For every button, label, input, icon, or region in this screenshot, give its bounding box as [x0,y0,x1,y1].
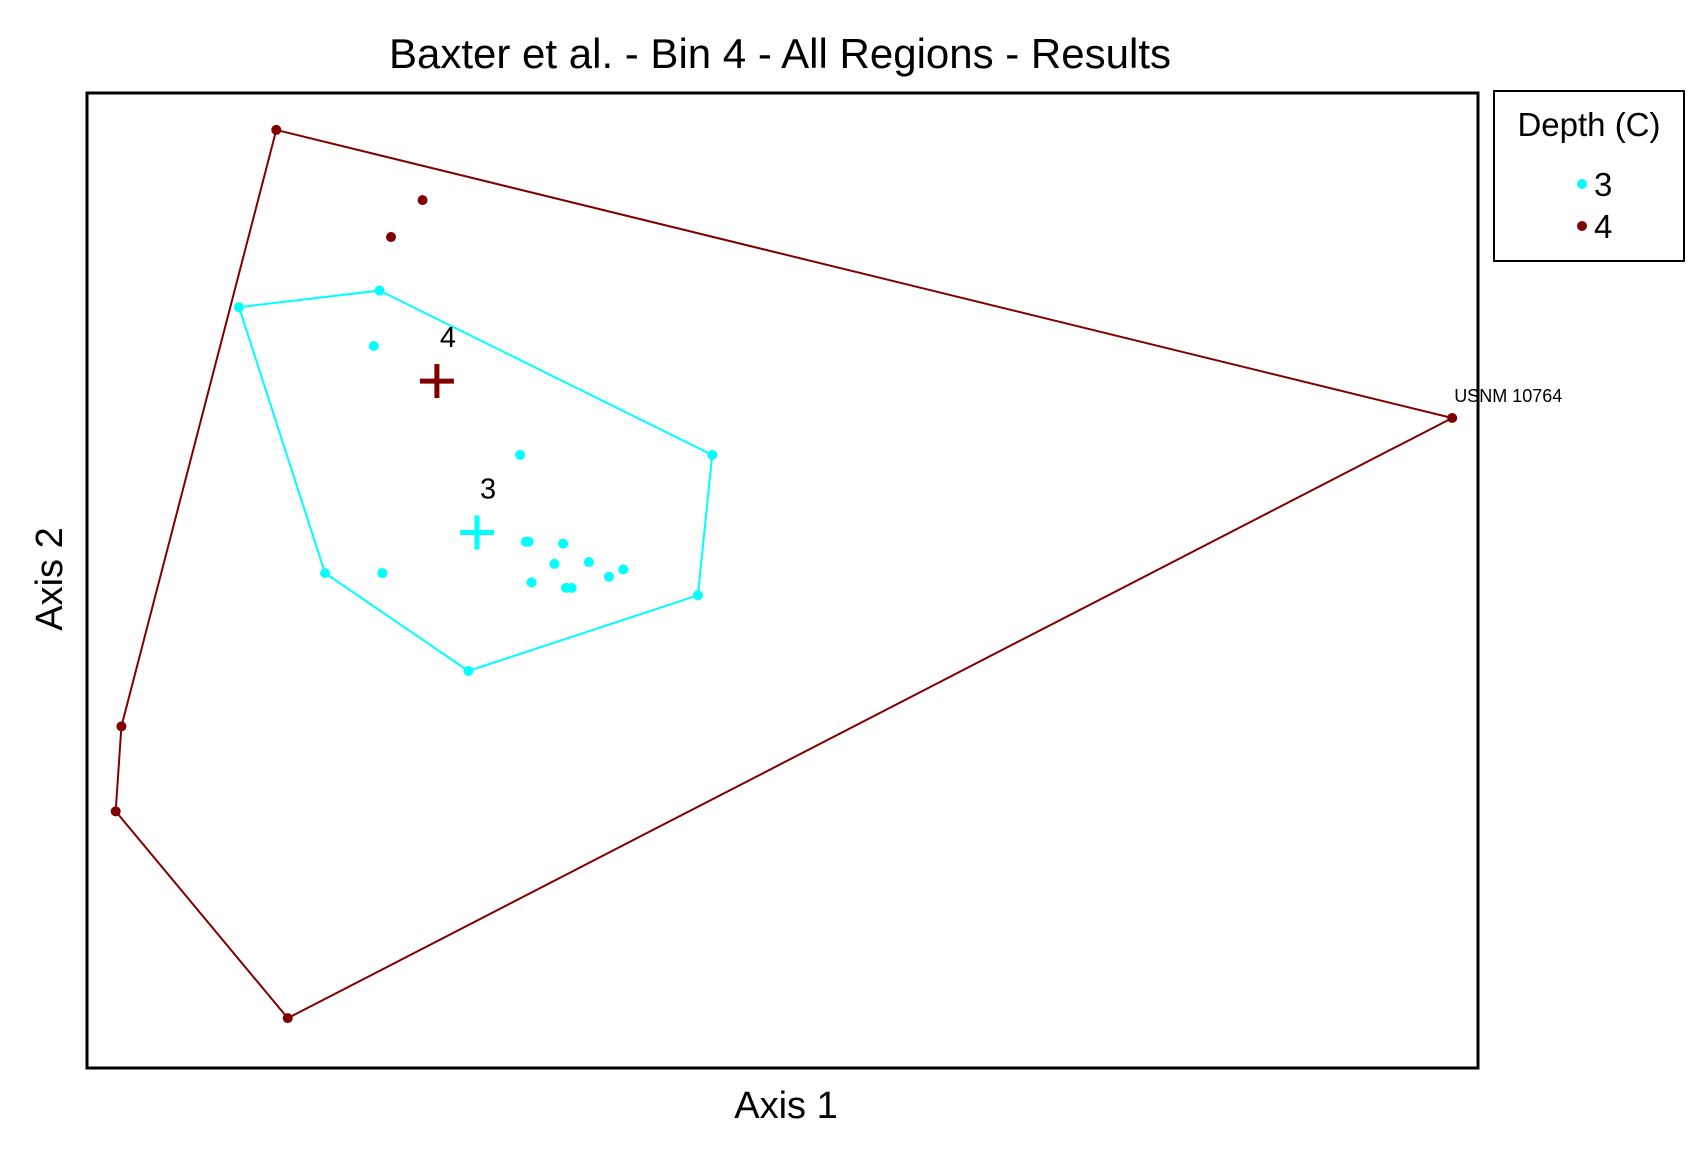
point-series-3-10 [523,536,534,547]
point-series-3-15 [603,571,614,582]
point-series-3-5 [377,568,388,579]
point-series-3-0 [234,302,245,313]
plot-area-frame [85,91,1480,1070]
point-series-3-14 [549,558,560,569]
point-series-3-4 [320,568,331,579]
point-series-3-18 [526,577,537,588]
point-series-4-3 [1447,413,1458,423]
point-series-3-2 [368,340,379,351]
point-series-3-11 [558,538,569,549]
legend-marker-4 [1577,221,1587,231]
legend-label-3: 3 [1594,166,1612,203]
point-annotation-0: USNM 10764 [1454,386,1562,406]
centroid-series-4: 4 [419,322,456,399]
centroid-series-3: 3 [460,473,496,550]
legend-box [1493,90,1685,262]
point-series-4-1 [417,195,428,206]
point-series-3-12 [583,557,594,568]
chart-title: Baxter et al. - Bin 4 - All Regions - Re… [389,30,1171,77]
point-series-3-1 [374,285,385,296]
centroid-label-4: 4 [440,322,456,354]
point-layer [110,124,1458,1024]
point-series-4-2 [386,232,397,243]
legend-title: Depth (C) [1517,106,1660,143]
point-series-3-13 [618,564,629,575]
point-series-4-6 [282,1013,293,1024]
hull-series-4 [114,128,1456,1020]
legend-marker-3 [1577,179,1587,189]
y-axis-label: Axis 2 [29,527,71,630]
point-series-3-6 [463,665,474,676]
point-series-4-0 [271,124,282,135]
point-series-3-8 [707,449,718,460]
point-series-4-4 [116,721,127,732]
x-axis-label: Axis 1 [734,1085,837,1127]
point-series-3-17 [566,582,577,593]
legend-items: 34 [1577,166,1612,245]
point-series-3-7 [692,590,703,601]
centroid-layer: 34 [419,322,496,550]
point-series-4-5 [110,806,121,817]
legend-label-4: 4 [1594,208,1612,245]
centroid-label-3: 3 [480,473,496,505]
legend: Depth (C) 34 [1493,90,1685,262]
point-series-3-3 [515,449,526,460]
annotation-layer: USNM 10764 [1454,386,1562,406]
